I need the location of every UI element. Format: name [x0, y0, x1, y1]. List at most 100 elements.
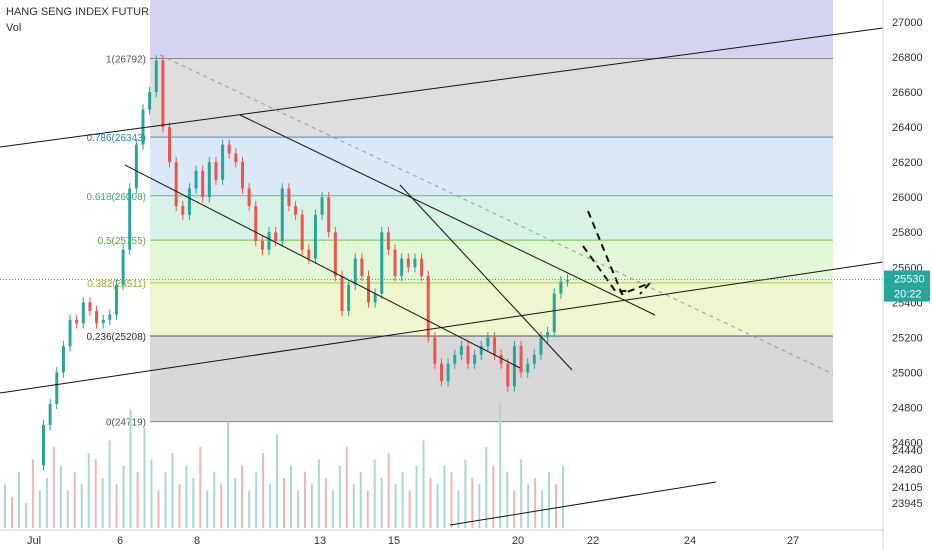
- time-tick-label: 6: [117, 535, 123, 547]
- candle-body: [347, 284, 351, 312]
- candle-body: [187, 188, 191, 215]
- volume-bar: [429, 478, 432, 528]
- volume-bar: [289, 465, 292, 528]
- volume-bar: [548, 471, 551, 528]
- candle-body: [479, 346, 483, 355]
- volume-label: Vol: [6, 22, 22, 34]
- time-tick-label: 15: [388, 535, 400, 547]
- volume-bar: [73, 471, 76, 528]
- candle-body: [81, 302, 85, 324]
- volume-bar: [80, 484, 83, 528]
- volume-bar: [241, 465, 244, 528]
- fib-band-top: [150, 0, 833, 59]
- candle-body: [234, 153, 238, 163]
- time-tick-label: 13: [314, 535, 326, 547]
- time-tick-label: 22: [587, 535, 599, 547]
- candle-body: [154, 60, 158, 93]
- candle-body: [307, 249, 311, 259]
- countdown-value: 20:22: [894, 289, 922, 301]
- time-tick-label: 27: [787, 535, 799, 547]
- price-tags: 25530 20:22: [884, 270, 930, 302]
- volume-bar: [422, 440, 425, 528]
- volume-bar: [101, 478, 104, 528]
- candle-body: [101, 319, 105, 324]
- price-tick-label: 26200: [892, 157, 923, 169]
- candle-body: [108, 314, 112, 320]
- volume-bar: [213, 471, 216, 528]
- fib-label: 0.5(25755): [98, 236, 146, 247]
- volume-bar: [115, 484, 118, 528]
- fib-band: [150, 282, 833, 336]
- volume-bar: [248, 490, 251, 528]
- fib-band: [150, 137, 833, 196]
- candle-body: [207, 162, 211, 198]
- candle-body: [227, 144, 231, 154]
- candle-body: [214, 162, 218, 180]
- volume-bar: [283, 478, 286, 528]
- trend-drawings: [0, 27, 884, 526]
- volume-bar: [45, 478, 48, 528]
- candle-body: [393, 249, 397, 277]
- volume-bar: [464, 459, 467, 528]
- volume-bar: [401, 471, 404, 528]
- volume-trend-line: [449, 481, 717, 526]
- time-tick-label: 20: [512, 535, 524, 547]
- price-tick-label: 26800: [892, 52, 923, 64]
- volume-bar: [157, 490, 160, 528]
- candle-body: [466, 346, 470, 364]
- volume-bar: [527, 484, 530, 528]
- volume-bar: [178, 484, 181, 528]
- volume-bar: [59, 465, 62, 528]
- volume-bar: [499, 403, 502, 528]
- price-tick-label: 27000: [892, 17, 923, 29]
- volume-bar: [534, 478, 537, 528]
- volume-bar: [296, 490, 299, 528]
- fib-band: [150, 240, 833, 283]
- candle-body: [439, 363, 443, 382]
- fib-band: [150, 195, 833, 241]
- price-axis: 2700026800266002640026200260002580025600…: [882, 0, 923, 550]
- candle-body: [360, 258, 364, 277]
- candle-body: [367, 276, 371, 303]
- volume-bar: [485, 446, 488, 528]
- candle-body: [499, 354, 503, 364]
- volume-bar: [31, 459, 34, 528]
- candle-body: [406, 258, 410, 268]
- fib-bands: [150, 0, 833, 422]
- candle-body: [181, 205, 185, 215]
- volume-bar: [492, 465, 495, 528]
- volume-bar: [269, 484, 272, 528]
- candle-body: [174, 162, 178, 206]
- candle-body: [493, 337, 497, 355]
- price-tick-label: 26600: [892, 87, 923, 99]
- candle-body: [353, 258, 357, 285]
- candles: [42, 55, 569, 471]
- volume-bar: [380, 478, 383, 528]
- volume-bar: [52, 446, 55, 528]
- candle-body: [114, 284, 118, 315]
- volume-bar: [317, 459, 320, 528]
- price-tick-label: 26400: [892, 122, 923, 134]
- volume-bar: [108, 440, 111, 528]
- candle-body: [340, 276, 344, 312]
- volume-bar: [24, 503, 27, 528]
- candle-body: [55, 372, 59, 404]
- candle-body: [519, 346, 523, 373]
- descending-support-line: [124, 164, 521, 369]
- volume-bar: [220, 484, 223, 528]
- volume-bar: [394, 484, 397, 528]
- candle-body: [512, 346, 516, 387]
- fib-label: 0(24719): [106, 418, 146, 429]
- candle-body: [486, 337, 490, 347]
- candle-body: [473, 354, 477, 364]
- volume-bar: [303, 471, 306, 528]
- candle-body: [128, 188, 132, 250]
- volume-bar: [541, 490, 544, 528]
- candle-body: [552, 293, 556, 333]
- candle-body: [221, 144, 225, 180]
- price-tick-label: 24800: [892, 402, 923, 414]
- volume-bar: [457, 490, 460, 528]
- candle-body: [453, 354, 457, 364]
